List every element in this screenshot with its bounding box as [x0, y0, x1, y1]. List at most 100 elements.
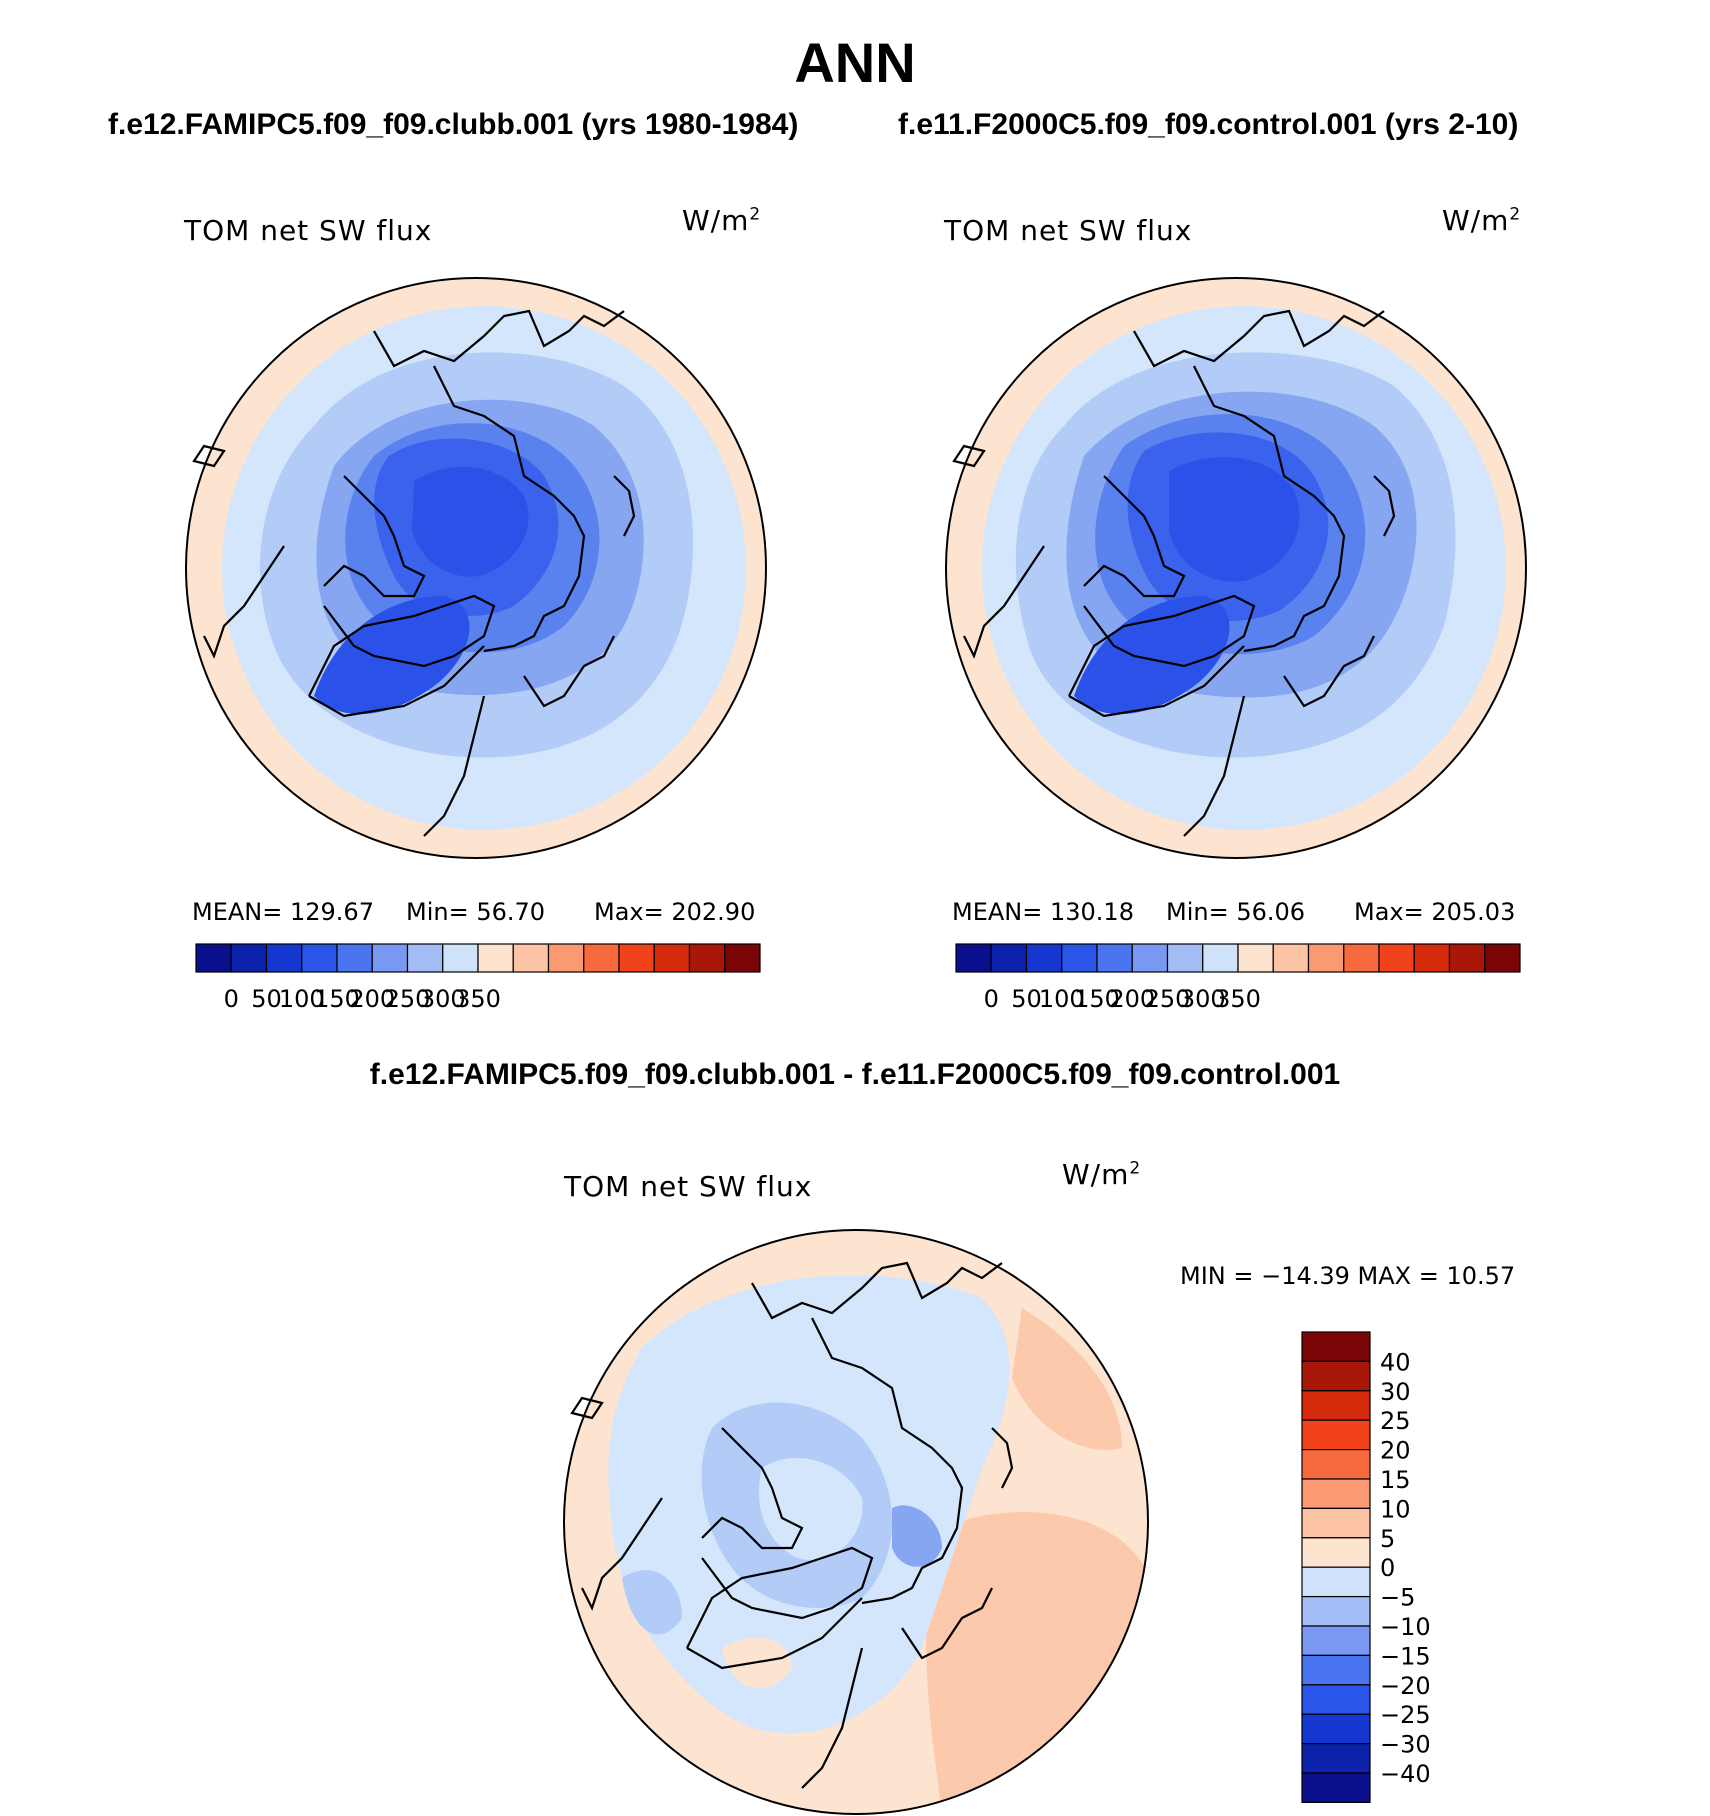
- colorbar-tick-label: −20: [1380, 1672, 1431, 1700]
- colorbar-swatch: [1301, 1537, 1371, 1568]
- colorbar-swatch: [301, 943, 338, 973]
- colorbar-swatch: [1061, 943, 1098, 973]
- colorbar-swatch: [1307, 943, 1345, 973]
- map-fill-core-blue: [1169, 457, 1300, 582]
- colorbar-swatch: [512, 943, 550, 973]
- colorbar-tick-label: 40: [1380, 1348, 1411, 1376]
- colorbar-swatch: [1301, 1507, 1371, 1539]
- right-map-border: [945, 277, 1527, 859]
- colorbar-tick-label: 150: [1074, 985, 1120, 1013]
- map-fill-greenland: [314, 596, 470, 715]
- colorbar-swatch: [1301, 1596, 1371, 1627]
- colorbar-tick-label: 300: [420, 985, 466, 1013]
- left-min-stat: Min= 56.70: [406, 898, 546, 926]
- colorbar-tick-label: 20: [1380, 1437, 1411, 1465]
- colorbar-swatch: [1096, 943, 1133, 973]
- colorbar-tick-label: 25: [1380, 1407, 1411, 1435]
- colorbar-swatch: [1301, 1419, 1371, 1451]
- colorbar-swatch: [990, 943, 1028, 973]
- colorbar-tick-label: 50: [1011, 985, 1042, 1013]
- colorbar-swatch: [724, 943, 761, 973]
- map-fill-light-orange: [1012, 1308, 1122, 1450]
- colorbar-tick-label: 200: [349, 985, 395, 1013]
- colorbar-swatch: [618, 943, 655, 973]
- colorbar-swatch: [1484, 943, 1521, 973]
- colorbar-swatch: [1301, 1360, 1371, 1392]
- left-mean-stat: MEAN= 129.67: [192, 898, 374, 926]
- diff-polar-map: [563, 1229, 1149, 1815]
- right-variable-label: TOM net SW flux: [944, 214, 1193, 247]
- right-case-title: f.e11.F2000C5.f09_f09.control.001 (yrs 2…: [898, 108, 1519, 141]
- right-units-label: W/m2: [1442, 204, 1522, 237]
- map-fill-light-blue: [622, 1570, 682, 1635]
- colorbar-tick-label: 30: [1380, 1378, 1411, 1406]
- colorbar-swatch: [688, 943, 726, 973]
- colorbar-swatch: [336, 943, 373, 973]
- left-polar-map: [185, 277, 767, 859]
- colorbar-tick-label: 0: [984, 985, 999, 1013]
- colorbar-tick-label: 350: [1215, 985, 1261, 1013]
- colorbar-tick-label: 0: [1380, 1554, 1395, 1582]
- colorbar-swatch: [477, 943, 514, 973]
- colorbar-tick-label: 100: [1039, 985, 1085, 1013]
- colorbar-swatch: [1378, 943, 1415, 973]
- right-polar-map: [945, 277, 1527, 859]
- colorbar-swatch: [1301, 1743, 1371, 1774]
- colorbar-tick-label: −10: [1380, 1613, 1431, 1641]
- colorbar-tick-label: −15: [1380, 1642, 1431, 1670]
- colorbar-tick-label: −40: [1380, 1760, 1431, 1788]
- colorbar-tick-label: 150: [314, 985, 360, 1013]
- diff-units-label: W/m2: [1062, 1158, 1142, 1191]
- colorbar-swatch: [583, 943, 620, 973]
- colorbar-swatch: [406, 943, 444, 973]
- right-mean-stat: MEAN= 130.18: [952, 898, 1134, 926]
- colorbar-swatch: [1301, 1625, 1371, 1656]
- colorbar-swatch: [1301, 1478, 1371, 1509]
- colorbar-swatch: [195, 943, 232, 973]
- left-variable-label: TOM net SW flux: [184, 214, 433, 247]
- colorbar-swatch: [1301, 1684, 1371, 1715]
- left-max-stat: Max= 202.90: [594, 898, 756, 926]
- right-coastlines: [952, 309, 1396, 837]
- colorbar-swatch: [1448, 943, 1486, 973]
- colorbar-tick-label: 350: [455, 985, 501, 1013]
- diff-coastlines: [570, 1261, 1014, 1789]
- colorbar-tick-label: 200: [1109, 985, 1155, 1013]
- colorbar-tick-label: 50: [251, 985, 282, 1013]
- diff-minmax-stat: MIN = −14.39 MAX = 10.57: [1180, 1262, 1516, 1290]
- colorbar-swatch: [1301, 1772, 1371, 1803]
- colorbar-tick-label: 250: [385, 985, 431, 1013]
- colorbar-tick-label: 5: [1380, 1525, 1395, 1553]
- right-max-stat: Max= 205.03: [1354, 898, 1516, 926]
- colorbar-swatch: [1301, 1448, 1371, 1480]
- colorbar-swatch: [1025, 943, 1063, 973]
- diff-variable-label: TOM net SW flux: [564, 1170, 813, 1203]
- colorbar-swatch: [371, 943, 409, 973]
- colorbar-tick-label: −30: [1380, 1731, 1431, 1759]
- diff-title: f.e12.FAMIPC5.f09_f09.clubb.001 - f.e11.…: [369, 1058, 1341, 1091]
- main-title: ANN: [794, 31, 916, 94]
- map-fill-greenland: [1074, 596, 1230, 715]
- colorbar-swatch: [1202, 943, 1239, 973]
- colorbar-swatch: [1301, 1654, 1371, 1686]
- map-fill-light-orange: [926, 1512, 1148, 1814]
- colorbar-swatch: [1301, 1566, 1371, 1598]
- colorbar-swatch: [265, 943, 303, 973]
- map-fill-core-blue: [412, 466, 529, 577]
- colorbar-tick-label: 15: [1380, 1466, 1411, 1494]
- colorbar-swatch: [442, 943, 479, 973]
- colorbar-swatch: [1131, 943, 1169, 973]
- colorbar-swatch: [230, 943, 268, 973]
- colorbar-swatch: [1301, 1713, 1371, 1745]
- map-fill-mid-blue: [892, 1505, 942, 1567]
- left-coastlines: [192, 309, 636, 837]
- colorbar-tick-label: 10: [1380, 1495, 1411, 1523]
- left-map-border: [185, 277, 767, 859]
- colorbar-tick-label: 0: [224, 985, 239, 1013]
- colorbar-swatch: [1301, 1331, 1371, 1362]
- colorbar-tick-label: −25: [1380, 1701, 1431, 1729]
- colorbar-swatch: [1237, 943, 1274, 973]
